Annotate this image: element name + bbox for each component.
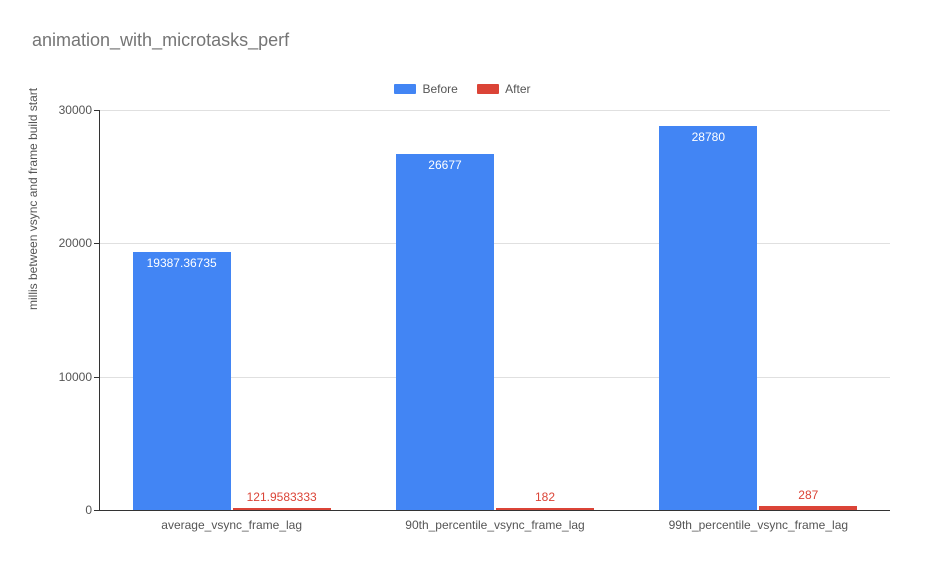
bar-group: 2878028799th_percentile_vsync_frame_lag xyxy=(627,110,890,510)
x-category-label: 99th_percentile_vsync_frame_lag xyxy=(627,518,890,532)
bar-value-label: 182 xyxy=(496,490,594,504)
legend-label-before: Before xyxy=(422,82,457,96)
legend: Before After xyxy=(0,82,925,97)
legend-item-before: Before xyxy=(394,82,457,96)
bar-value-label: 19387.36735 xyxy=(133,256,231,270)
bar xyxy=(396,154,494,510)
bar xyxy=(133,252,231,510)
x-axis-line xyxy=(100,510,890,511)
legend-label-after: After xyxy=(505,82,530,96)
plot-area: 010000200003000019387.36735121.9583333av… xyxy=(100,110,890,510)
legend-swatch-before xyxy=(394,84,416,94)
y-tick-label: 20000 xyxy=(59,236,92,250)
y-tick-mark xyxy=(94,510,100,511)
bar xyxy=(233,508,331,510)
bar-value-label: 287 xyxy=(759,488,857,502)
bar-value-label: 121.9583333 xyxy=(233,490,331,504)
bar-group: 19387.36735121.9583333average_vsync_fram… xyxy=(100,110,363,510)
chart-container: animation_with_microtasks_perf Before Af… xyxy=(0,0,925,573)
legend-swatch-after xyxy=(477,84,499,94)
x-category-label: average_vsync_frame_lag xyxy=(100,518,363,532)
chart-title: animation_with_microtasks_perf xyxy=(32,30,289,51)
y-tick-label: 0 xyxy=(85,503,92,517)
y-tick-label: 30000 xyxy=(59,103,92,117)
bar xyxy=(659,126,757,510)
bar-group: 2667718290th_percentile_vsync_frame_lag xyxy=(363,110,626,510)
bar-value-label: 28780 xyxy=(659,130,757,144)
bar-value-label: 26677 xyxy=(396,158,494,172)
y-tick-label: 10000 xyxy=(59,370,92,384)
legend-item-after: After xyxy=(477,82,530,96)
y-axis-label: millis between vsync and frame build sta… xyxy=(26,88,40,310)
bar xyxy=(759,506,857,510)
x-category-label: 90th_percentile_vsync_frame_lag xyxy=(363,518,626,532)
bar xyxy=(496,508,594,510)
